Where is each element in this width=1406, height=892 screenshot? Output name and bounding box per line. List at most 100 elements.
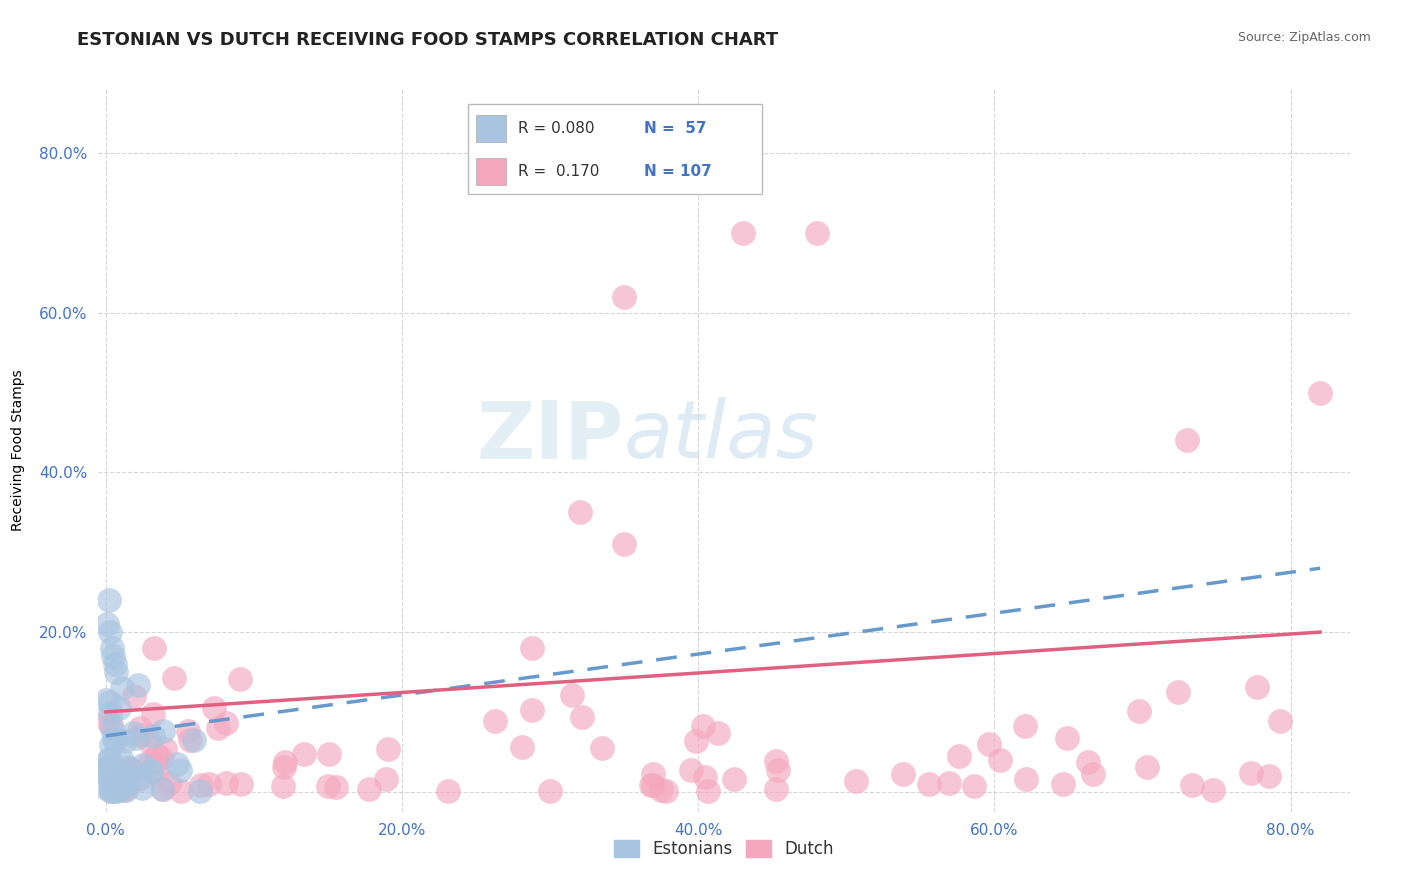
Point (695, 770, 717, 784)
Point (131, 728, 153, 742)
Point (117, 770, 139, 784)
Point (316, 779, 339, 793)
Point (229, 672, 252, 686)
Point (655, 784, 678, 798)
Point (520, 702, 543, 716)
Point (1077, 756, 1099, 770)
Point (101, 778, 124, 792)
Point (377, 742, 399, 756)
Point (118, 762, 141, 776)
Point (114, 734, 136, 748)
Point (845, 773, 868, 788)
Point (292, 747, 315, 762)
Point (96, 781, 118, 796)
Point (150, 781, 173, 796)
Point (132, 757, 155, 772)
Point (229, 777, 252, 791)
Point (374, 772, 396, 786)
Point (325, 780, 347, 794)
Point (103, 783, 125, 797)
Point (141, 764, 163, 778)
Point (157, 776, 180, 790)
Point (149, 750, 172, 764)
Point (146, 748, 169, 763)
Text: Source: ZipAtlas.com: Source: ZipAtlas.com (1237, 31, 1371, 45)
Point (100, 759, 122, 773)
Point (112, 768, 135, 782)
Point (108, 765, 131, 780)
Point (117, 759, 139, 773)
Point (97, 593, 120, 607)
Point (131, 780, 153, 795)
Point (723, 772, 745, 786)
Point (1014, 719, 1036, 733)
Point (107, 701, 129, 715)
Point (129, 721, 152, 735)
Point (111, 783, 134, 797)
Point (141, 764, 163, 778)
Point (103, 770, 125, 784)
Text: ZIP: ZIP (477, 397, 624, 475)
Point (127, 678, 149, 692)
Point (104, 657, 127, 671)
Point (765, 782, 787, 797)
Point (115, 783, 138, 797)
Point (101, 781, 124, 796)
Point (122, 689, 145, 703)
Legend: Estonians, Dutch: Estonians, Dutch (607, 833, 841, 865)
Point (96, 693, 118, 707)
Point (692, 719, 714, 733)
Point (141, 707, 163, 722)
Point (101, 776, 124, 790)
Point (97, 753, 120, 767)
Point (100, 758, 122, 772)
Point (641, 767, 664, 781)
Point (128, 772, 150, 786)
Point (103, 731, 125, 745)
Point (100, 641, 122, 656)
Point (128, 771, 150, 785)
Point (806, 226, 828, 240)
Point (94, 762, 117, 776)
Point (101, 722, 124, 736)
Point (105, 665, 128, 679)
Point (100, 780, 122, 795)
Point (94, 762, 117, 776)
Point (111, 681, 134, 695)
Point (142, 729, 165, 743)
Point (97, 714, 120, 729)
Point (613, 537, 636, 551)
Point (640, 778, 662, 792)
Point (98, 706, 121, 721)
Point (100, 718, 122, 732)
Point (1015, 772, 1038, 786)
Point (118, 763, 141, 777)
Point (1240, 765, 1263, 780)
Point (568, 505, 591, 519)
Point (176, 723, 198, 738)
Point (561, 689, 583, 703)
Point (163, 671, 186, 685)
Point (215, 775, 238, 789)
Point (948, 749, 970, 764)
Point (977, 737, 1000, 751)
Point (115, 775, 138, 789)
Point (103, 648, 125, 663)
Point (152, 724, 174, 739)
Point (1052, 777, 1074, 791)
Point (188, 784, 211, 798)
Point (1258, 769, 1281, 783)
Text: atlas: atlas (624, 397, 818, 475)
Point (520, 641, 543, 656)
Point (207, 721, 229, 735)
Point (938, 776, 960, 790)
Point (120, 763, 142, 777)
Point (110, 780, 132, 795)
Point (274, 755, 297, 769)
Point (166, 756, 188, 771)
Point (138, 734, 160, 748)
Point (613, 290, 636, 304)
Point (484, 714, 506, 729)
Point (153, 741, 176, 756)
Point (98, 752, 121, 766)
